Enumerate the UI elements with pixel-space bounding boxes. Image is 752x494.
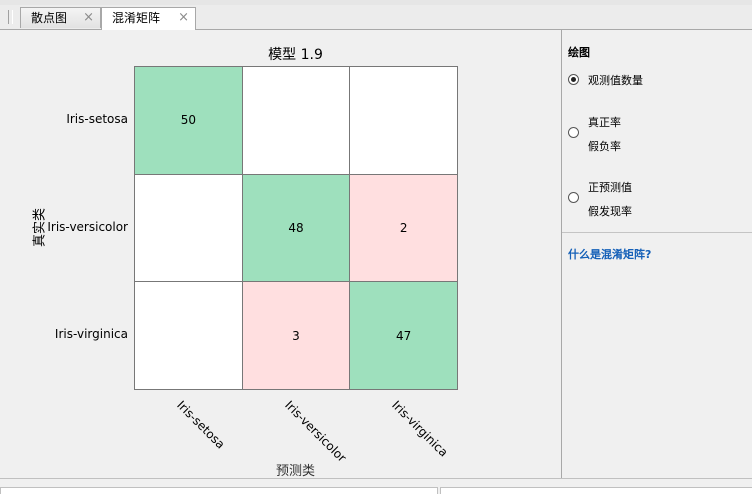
panel-heading: 绘图: [568, 46, 590, 59]
option-ppv-label: 正预测值: [588, 181, 632, 194]
matrix-cell: [241, 66, 351, 175]
matrix-cell: 2: [349, 173, 458, 283]
matrix-cell: 48: [241, 173, 351, 283]
option-observation-count-label: 观测值数量: [588, 74, 643, 87]
close-icon[interactable]: ×: [178, 10, 189, 25]
row-tick-label: Iris-versicolor: [47, 219, 128, 234]
radio-observation-count[interactable]: [568, 74, 579, 85]
bottom-panel-left: [0, 487, 438, 494]
tab-bar-grip-icon[interactable]: [8, 10, 13, 24]
radio-tpr-fnr[interactable]: [568, 127, 579, 138]
chart-title: 模型 1.9: [268, 47, 323, 63]
matrix-cell: [349, 66, 458, 175]
close-icon[interactable]: ×: [83, 10, 94, 25]
matrix-cell: [134, 281, 243, 390]
matrix-cell: 50: [134, 66, 243, 175]
matrix-cell: 3: [241, 281, 351, 390]
panel-divider: [562, 232, 752, 233]
matrix-cell: 47: [349, 281, 458, 390]
bottom-panel-right: [440, 487, 752, 494]
row-tick-label: Iris-setosa: [66, 111, 128, 126]
help-link[interactable]: 什么是混淆矩阵?: [568, 248, 652, 261]
matrix-cell: [134, 173, 243, 283]
tab-scatter-label: 散点图: [31, 11, 68, 25]
plot-options-panel: 绘图 观测值数量 真正率 假负率 正预测值 假发现率 什么是混淆矩阵?: [561, 30, 752, 478]
confusion-matrix: 50 48 2 3 47: [134, 66, 458, 390]
tab-bar: 散点图 × 混淆矩阵 ×: [0, 5, 752, 30]
x-axis-label: 预测类: [275, 464, 315, 479]
radio-ppv-fdr[interactable]: [568, 192, 579, 203]
option-fnr-label: 假负率: [588, 140, 621, 153]
option-fdr-label: 假发现率: [588, 205, 632, 218]
tab-scatter[interactable]: 散点图 ×: [20, 7, 101, 28]
option-tpr-label: 真正率: [588, 116, 621, 129]
tab-confusion-matrix[interactable]: 混淆矩阵 ×: [101, 7, 196, 30]
tab-confusion-matrix-label: 混淆矩阵: [112, 11, 161, 25]
row-tick-label: Iris-virginica: [54, 327, 128, 342]
